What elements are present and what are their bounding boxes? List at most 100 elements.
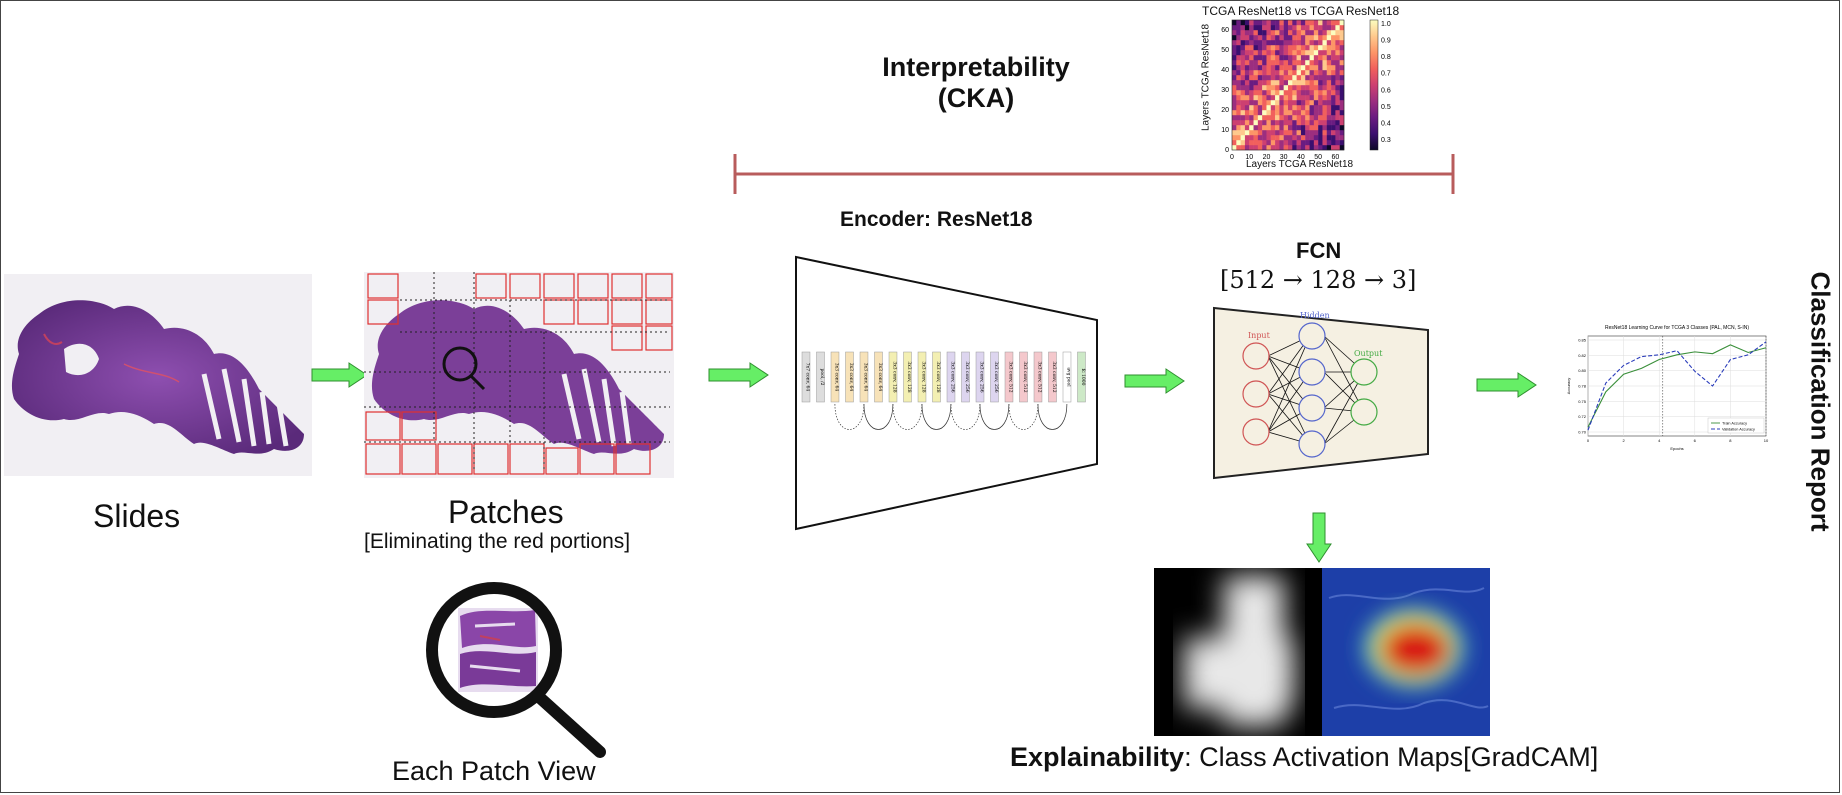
cka-heatmap: TCGA ResNet18 vs TCGA ResNet18 Layers TC… (1198, 2, 1412, 174)
resnet-block: 3x3 conv, 128 (903, 351, 912, 403)
svg-text:7x7 conv, 64: 7x7 conv, 64 (804, 363, 810, 392)
lc-legend-entry: Validation Accuracy (1722, 428, 1755, 432)
cka-xtick: 60 (1331, 154, 1339, 161)
cka-xtick: 40 (1297, 154, 1305, 161)
learning-curve-chart: ResNet18 Learning Curve for TCGA 3 Class… (1564, 320, 1774, 456)
resnet-block-row: 7x7 conv, 64 pool, /2 3x3 conv, 64 3x3 conv… (798, 346, 1094, 442)
classification-report-label: Classification Report (1805, 271, 1836, 532)
cka-colorbar-tick: 0.7 (1381, 71, 1391, 78)
resnet-block: 3x3 conv, 64 (859, 351, 868, 403)
lc-legend-entry: Train Accuracy (1722, 422, 1747, 426)
cka-cells (1232, 20, 1345, 151)
cka-colorbar-tick: 0.9 (1381, 38, 1391, 45)
arrow-patches-to-encoder (708, 362, 770, 388)
cka-ytick: 60 (1221, 27, 1229, 34)
svg-text:3x3 conv, 512: 3x3 conv, 512 (1051, 361, 1057, 392)
resnet-skip (921, 403, 952, 430)
resnet-skip (1037, 403, 1068, 430)
cka-xtick: 20 (1263, 154, 1271, 161)
svg-text:3x3 conv, 128: 3x3 conv, 128 (891, 361, 897, 392)
svg-text:3x3 conv, 512: 3x3 conv, 512 (1036, 361, 1042, 392)
resnet-block: 3x3 conv, 128 (888, 351, 897, 403)
resnet-skip (950, 403, 981, 430)
patches-sublabel: [Eliminating the red portions] (364, 530, 631, 553)
resnet-block: 3x3 conv, 256 (946, 351, 955, 403)
resnet-skip (834, 403, 865, 430)
lc-ytick: 0.72 (1578, 414, 1587, 419)
lc-xlabel: Epochs (1670, 446, 1683, 451)
slide-image (4, 274, 312, 476)
patch-view-magnifier (420, 576, 616, 762)
fcn-input-label: Input (1248, 331, 1271, 340)
cka-ytick: 10 (1221, 127, 1229, 134)
patch-view-label: Each Patch View (392, 756, 596, 786)
lc-ytick: 0.85 (1578, 338, 1587, 343)
lc-series-line (1587, 341, 1767, 431)
resnet-block: 3x3 conv, 512 (1019, 351, 1028, 403)
arrow-fcn-to-report (1476, 372, 1538, 398)
cka-colorbar (1369, 19, 1379, 151)
svg-text:3x3 conv, 256: 3x3 conv, 256 (964, 361, 970, 392)
svg-text:3x3 conv, 256: 3x3 conv, 256 (949, 361, 955, 392)
cka-colorbar-tick: 0.4 (1381, 120, 1391, 127)
lc-title: ResNet18 Learning Curve for TCGA 3 Class… (1605, 325, 1749, 331)
resnet-block: 3x3 conv, 128 (917, 351, 926, 403)
svg-text:3x3 conv, 64: 3x3 conv, 64 (877, 363, 883, 392)
patches-image (364, 272, 674, 478)
svg-text:3x3 conv, 64: 3x3 conv, 64 (862, 363, 868, 392)
resnet-block: 7x7 conv, 64 (801, 351, 810, 403)
cka-title: TCGA ResNet18 vs TCGA ResNet18 (1202, 4, 1400, 18)
lc-ytick: 0.82 (1578, 353, 1587, 358)
fcn-label: FCN (1296, 238, 1342, 263)
patches-label: Patches (448, 494, 564, 530)
resnet-block: 3x3 conv, 128 (932, 351, 941, 403)
cka-xtick: 0 (1230, 154, 1234, 161)
resnet-skip (892, 403, 923, 430)
cka-xtick: 50 (1314, 154, 1322, 161)
cka-ytick: 0 (1225, 147, 1229, 154)
svg-text:avg pool: avg pool (1065, 367, 1071, 387)
cka-xlabel: Layers TCGA ResNet18 (1246, 159, 1354, 170)
cka-ytick: 30 (1221, 87, 1229, 94)
fcn-hidden-label: Hidden (1300, 311, 1330, 320)
lc-xtick: 4 (1658, 438, 1661, 443)
interpretability-line1: Interpretability (882, 52, 1070, 82)
svg-text:3x3 conv, 128: 3x3 conv, 128 (906, 361, 912, 392)
gradcam-maps (1154, 568, 1490, 736)
svg-text:3x3 conv, 128: 3x3 conv, 128 (920, 361, 926, 392)
resnet-block: 3x3 conv, 64 (845, 351, 854, 403)
lc-ytick: 0.75 (1578, 399, 1587, 404)
resnet-block: 3x3 conv, 64 (830, 351, 839, 403)
fcn-dims: [512 → 128 → 3] (1220, 266, 1417, 294)
fcn-output-label: Output (1354, 349, 1383, 358)
cka-xtick: 30 (1280, 154, 1288, 161)
lc-xtick: 8 (1729, 438, 1732, 443)
resnet-block: 3x3 conv, 64 (874, 351, 883, 403)
svg-text:3x3 conv, 512: 3x3 conv, 512 (1022, 361, 1028, 392)
interpretability-bracket (732, 152, 1456, 196)
cka-colorbar-tick: 0.3 (1381, 137, 1391, 144)
resnet-block: avg pool (1062, 351, 1071, 403)
svg-text:3x3 conv, 64: 3x3 conv, 64 (833, 363, 839, 392)
lc-series-line (1587, 344, 1767, 428)
lc-ytick: 0.80 (1578, 368, 1587, 373)
resnet-block: 3x3 conv, 256 (961, 351, 970, 403)
lc-xtick: 6 (1694, 438, 1697, 443)
encoder-trapezoid: 7x7 conv, 64 pool, /2 3x3 conv, 64 3x3 conv… (794, 254, 1100, 532)
svg-text:3x3 conv, 256: 3x3 conv, 256 (993, 361, 999, 392)
lc-legend: Train Accuracy Validation Accuracy (1707, 417, 1765, 434)
arrow-encoder-to-fcn (1124, 368, 1186, 394)
cka-grid: 0 10 20 30 40 50 60 0 10 20 30 40 50 60 1.0 0.9 0.8 0.7 0.… (1221, 19, 1391, 161)
lc-xtick: 2 (1622, 438, 1625, 443)
resnet-block: 3x3 conv, 256 (990, 351, 999, 403)
resnet-skip (1008, 403, 1039, 430)
resnet-skip (863, 403, 894, 430)
svg-text:3x3 conv, 512: 3x3 conv, 512 (1007, 361, 1013, 392)
encoder-label: Encoder: ResNet18 (840, 208, 1033, 231)
slides-label: Slides (93, 498, 181, 534)
resnet-block: 3x3 conv, 512 (1004, 351, 1013, 403)
cka-colorbar-tick: 1.0 (1381, 21, 1391, 28)
explainability-bold: Explainability (1010, 742, 1185, 772)
fcn-diagram: Input Hidden Output (1212, 306, 1430, 480)
